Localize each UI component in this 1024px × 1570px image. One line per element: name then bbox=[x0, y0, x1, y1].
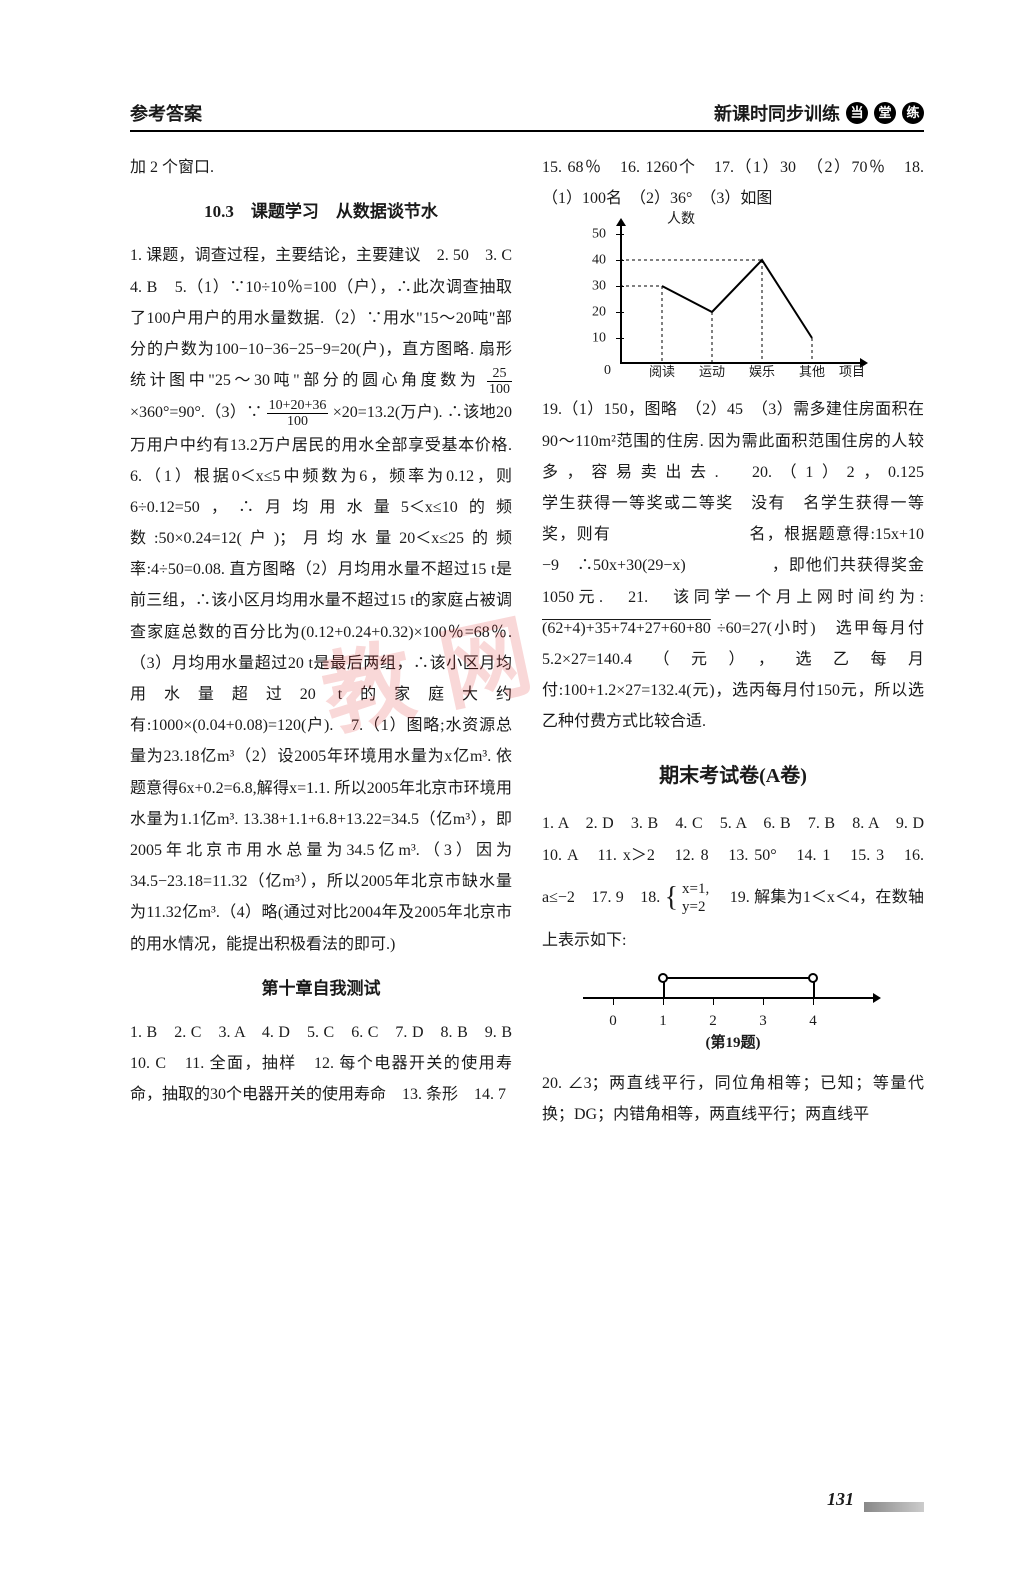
right-bottom: 20. ∠3；两直线平行，同位角相等；已知；等量代换；DG；内错角相等，两直线平… bbox=[542, 1068, 924, 1130]
page-number-decoration bbox=[864, 1502, 924, 1512]
header-left: 参考答案 bbox=[130, 100, 202, 126]
nl-label-0: 0 bbox=[609, 1007, 617, 1036]
exam-title: 期末考试卷(A卷) bbox=[542, 757, 924, 796]
fraction-1: 25 100 bbox=[487, 366, 512, 398]
nl-open-right bbox=[808, 973, 818, 983]
exam-body: 1. A 2. D 3. B 4. C 5. A 6. B 7. B 8. A … bbox=[542, 808, 924, 956]
brace-icon: { bbox=[665, 882, 678, 913]
content: 加 2 个窗口. 10.3 课题学习 从数据谈节水 1. 课题，调查过程，主要结… bbox=[130, 152, 924, 1130]
left-body-c: ×20=13.2(万户). ∴该地20万用户中约有13.2万户居民的用水全部享受… bbox=[130, 404, 528, 952]
left-body-a: 1. 课题，调查过程，主要结论，主要建议 2. 50 3. C 4. B 5.（… bbox=[130, 247, 528, 389]
frac1-den: 100 bbox=[487, 382, 512, 397]
frequency-chart: 人数 0 10 20 30 40 50 bbox=[582, 224, 882, 384]
frac2-den: 100 bbox=[267, 414, 329, 429]
fraction-2: 10+20+36 100 bbox=[267, 398, 329, 430]
right-mid-a: 19.（1）150，图略 （2）45 （3）需多建住房面积在90～110m²范围… bbox=[542, 401, 1024, 605]
nl-tick-3 bbox=[763, 997, 764, 1005]
left-body: 1. 课题，调查过程，主要结论，主要建议 2. 50 3. C 4. B 5.（… bbox=[130, 240, 512, 959]
header-icon-3: 练 bbox=[902, 102, 924, 124]
right-top: 15. 68％ 16. 1260个 17.（1）30 （2）70％ 18.（1）… bbox=[542, 152, 924, 214]
chart-area: 人数 0 10 20 30 40 50 bbox=[582, 224, 862, 384]
system-values: x=1, y=2 bbox=[682, 880, 709, 916]
system-y: y=2 bbox=[682, 898, 709, 916]
frac3-num: (62+4)+35+74+27+60+80 bbox=[542, 620, 711, 637]
section-title-10-3: 10.3 课题学习 从数据谈节水 bbox=[130, 195, 512, 228]
numberline-caption: (第19题) bbox=[583, 1029, 883, 1058]
left-column: 加 2 个窗口. 10.3 课题学习 从数据谈节水 1. 课题，调查过程，主要结… bbox=[130, 152, 512, 1130]
page-number: 131 bbox=[827, 1489, 854, 1510]
nl-label-3: 3 bbox=[759, 1007, 767, 1036]
page-header: 参考答案 新课时同步训练 当 堂 练 bbox=[130, 100, 924, 132]
header-icon-2: 堂 bbox=[874, 102, 896, 124]
left-intro: 加 2 个窗口. bbox=[130, 152, 512, 183]
chart-svg bbox=[582, 224, 862, 384]
nl-arrow-icon bbox=[873, 993, 881, 1003]
nl-tick-2 bbox=[713, 997, 714, 1005]
nl-tick-0 bbox=[613, 997, 614, 1005]
right-column: 15. 68％ 16. 1260个 17.（1）30 （2）70％ 18.（1）… bbox=[542, 152, 924, 1130]
chart-polyline bbox=[662, 260, 812, 338]
nl-open-left bbox=[658, 973, 668, 983]
nl-axis bbox=[583, 997, 873, 999]
self-test-title: 第十章自我测试 bbox=[130, 972, 512, 1005]
numberline: 0 1 2 3 4 bbox=[583, 967, 883, 1027]
equation-system: { x=1, y=2 bbox=[665, 871, 710, 926]
header-icon-1: 当 bbox=[846, 102, 868, 124]
header-right: 新课时同步训练 当 堂 练 bbox=[714, 100, 924, 126]
frac2-num: 10+20+36 bbox=[267, 398, 329, 414]
nl-label-1: 1 bbox=[659, 1007, 667, 1036]
nl-label-4: 4 bbox=[809, 1007, 817, 1036]
self-test-body: 1. B 2. C 3. A 4. D 5. C 6. C 7. D 8. B … bbox=[130, 1017, 512, 1111]
header-right-text: 新课时同步训练 bbox=[714, 100, 840, 126]
nl-label-2: 2 bbox=[709, 1007, 717, 1036]
left-body-b: ×360°=90°.（3）∵ bbox=[130, 404, 267, 421]
page: 参考答案 新课时同步训练 当 堂 练 加 2 个窗口. 10.3 课题学习 从数… bbox=[0, 0, 1024, 1570]
numberline-figure: 0 1 2 3 4 (第19题) bbox=[583, 967, 883, 1058]
system-x: x=1, bbox=[682, 880, 709, 898]
frac1-num: 25 bbox=[487, 366, 512, 382]
right-mid: 19.（1）150，图略 （2）45 （3）需多建住房面积在90～110m²范围… bbox=[542, 394, 924, 737]
nl-interval-bar bbox=[663, 977, 813, 979]
